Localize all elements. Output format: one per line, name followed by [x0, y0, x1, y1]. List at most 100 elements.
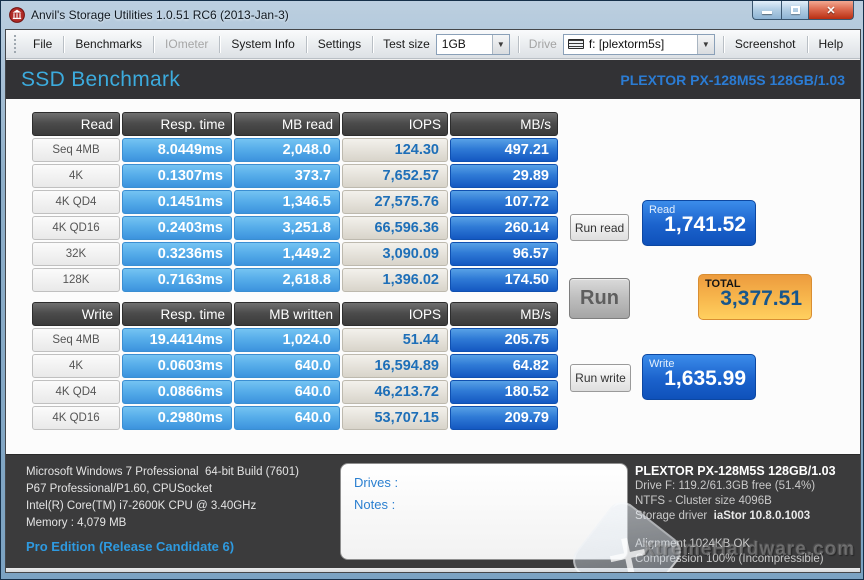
os-line: Microsoft Windows 7 Professional 64-bit … [26, 466, 299, 478]
chevron-down-icon[interactable]: ▼ [491, 34, 509, 54]
read-mbs-cell: 174.50 [450, 268, 558, 292]
test-size-value: 1GB [441, 37, 466, 51]
menu-file[interactable]: File [33, 36, 53, 51]
write-resp-time-cell: 0.0603ms [122, 354, 232, 378]
write-row-label-button[interactable]: 4K QD16 [32, 406, 120, 430]
write-column-header: IOPS [342, 302, 448, 326]
read-resp-time-cell: 0.1307ms [122, 164, 232, 188]
read-iops-cell: 66,596.36 [342, 216, 448, 240]
divider [6, 568, 860, 572]
edition-label: Pro Edition (Release Candidate 6) [26, 539, 235, 554]
read-mb-cell: 1,449.2 [234, 242, 340, 266]
device-name: PLEXTOR PX-128M5S 128GB/1.03 [620, 71, 845, 88]
maximize-button[interactable] [781, 1, 809, 20]
run-write-button[interactable]: Run write [570, 364, 631, 392]
read-column-header: Resp. time [122, 112, 232, 136]
read-row-label-button[interactable]: 32K [32, 242, 120, 266]
storage-driver-line: Storage driver iaStor 10.8.0.1003 [635, 509, 857, 524]
maximize-icon [790, 6, 800, 14]
write-resp-time-cell: 0.2980ms [122, 406, 232, 430]
read-iops-cell: 3,090.09 [342, 242, 448, 266]
toolbar-grip-icon [14, 35, 17, 53]
drive-value: f: [plextorm5s] [588, 37, 665, 51]
close-button[interactable]: ✕ [809, 1, 854, 20]
benchmark-header: SSD Benchmark PLEXTOR PX-128M5S 128GB/1.… [6, 59, 860, 99]
read-mb-cell: 2,618.8 [234, 268, 340, 292]
read-column-header: MB read [234, 112, 340, 136]
title-bar: Anvil's Storage Utilities 1.0.51 RC6 (20… [1, 1, 863, 29]
menu-iometer: IOmeter [165, 36, 209, 51]
write-mbs-cell: 180.52 [450, 380, 558, 404]
read-iops-cell: 1,396.02 [342, 268, 448, 292]
client-area: File Benchmarks IOmeter System Info Sett… [5, 29, 861, 573]
read-iops-cell: 7,652.57 [342, 164, 448, 188]
read-mbs-cell: 497.21 [450, 138, 558, 162]
read-row-label-button[interactable]: 4K QD4 [32, 190, 120, 214]
write-mb-cell: 640.0 [234, 380, 340, 404]
window-controls: ✕ [752, 1, 854, 20]
menu-system-info[interactable]: System Info [231, 36, 295, 51]
divider [806, 35, 808, 53]
write-row-label-button[interactable]: 4K QD4 [32, 380, 120, 404]
read-row-label-button[interactable]: 128K [32, 268, 120, 292]
total-score-box: TOTAL 3,377.51 [698, 274, 812, 320]
test-size-label: Test size [383, 37, 430, 51]
minimize-button[interactable] [752, 1, 781, 20]
drive-capacity-line: Drive F: 119.2/61.3GB free (51.4%) [635, 480, 816, 492]
write-row-label-button[interactable]: 4K [32, 354, 120, 378]
read-mbs-cell: 29.89 [450, 164, 558, 188]
run-button[interactable]: Run [569, 278, 630, 319]
write-mbs-cell: 64.82 [450, 354, 558, 378]
drive-fs-line: NTFS - Cluster size 4096B [635, 495, 772, 507]
minimize-icon [762, 10, 772, 14]
divider [219, 35, 221, 53]
read-resp-time-cell: 0.3236ms [122, 242, 232, 266]
read-mbs-cell: 107.72 [450, 190, 558, 214]
write-column-header: MB/s [450, 302, 558, 326]
write-mb-cell: 640.0 [234, 354, 340, 378]
write-column-header: Write [32, 302, 120, 326]
read-iops-cell: 27,575.76 [342, 190, 448, 214]
menu-help[interactable]: Help [818, 36, 844, 51]
write-column-header: MB written [234, 302, 340, 326]
write-mb-cell: 640.0 [234, 406, 340, 430]
read-mb-cell: 373.7 [234, 164, 340, 188]
chevron-down-icon[interactable]: ▼ [696, 34, 714, 54]
drives-label: Drives : [354, 475, 399, 490]
menu-screenshot[interactable]: Screenshot [734, 36, 796, 51]
read-resp-time-cell: 8.0449ms [122, 138, 232, 162]
read-row-label-button[interactable]: 4K [32, 164, 120, 188]
menu-settings[interactable]: Settings [317, 36, 362, 51]
cpu-line: Intel(R) Core(TM) i7-2600K CPU @ 3.40GHz [26, 500, 257, 512]
write-score-value: 1,635.99 [664, 367, 746, 390]
read-resp-time-cell: 0.1451ms [122, 190, 232, 214]
read-row-label-button[interactable]: 4K QD16 [32, 216, 120, 240]
write-score-label: Write [649, 358, 675, 370]
menu-benchmarks[interactable]: Benchmarks [75, 36, 143, 51]
read-mbs-cell: 260.14 [450, 216, 558, 240]
write-score-box: Write 1,635.99 [642, 354, 756, 400]
run-read-button[interactable]: Run read [570, 214, 629, 241]
read-iops-cell: 124.30 [342, 138, 448, 162]
read-column-header: Read [32, 112, 120, 136]
write-resp-time-cell: 0.0866ms [122, 380, 232, 404]
write-table: Write Resp. time MB written IOPS MB/s Seq 4MB… [32, 302, 558, 430]
test-size-select[interactable]: 1GB ▼ [435, 33, 510, 55]
drive-select[interactable]: f: [plextorm5s] ▼ [562, 33, 715, 55]
write-column-header: Resp. time [122, 302, 232, 326]
drives-notes-box[interactable]: Drives : Notes : [340, 463, 628, 560]
menu-bar: File Benchmarks IOmeter System Info Sett… [6, 30, 860, 59]
read-row-label-button[interactable]: Seq 4MB [32, 138, 120, 162]
write-mbs-cell: 205.75 [450, 328, 558, 352]
motherboard-line: P67 Professional/P1.60, CPUSocket [26, 483, 213, 495]
storage-driver-label: Storage driver [635, 510, 708, 522]
write-row-label-button[interactable]: Seq 4MB [32, 328, 120, 352]
write-iops-cell: 51.44 [342, 328, 448, 352]
page-title: SSD Benchmark [21, 67, 181, 91]
drive-title: PLEXTOR PX-128M5S 128GB/1.03 [635, 464, 836, 478]
read-mbs-cell: 96.57 [450, 242, 558, 266]
notes-label: Notes : [354, 497, 396, 512]
divider [305, 35, 307, 53]
write-mb-cell: 1,024.0 [234, 328, 340, 352]
